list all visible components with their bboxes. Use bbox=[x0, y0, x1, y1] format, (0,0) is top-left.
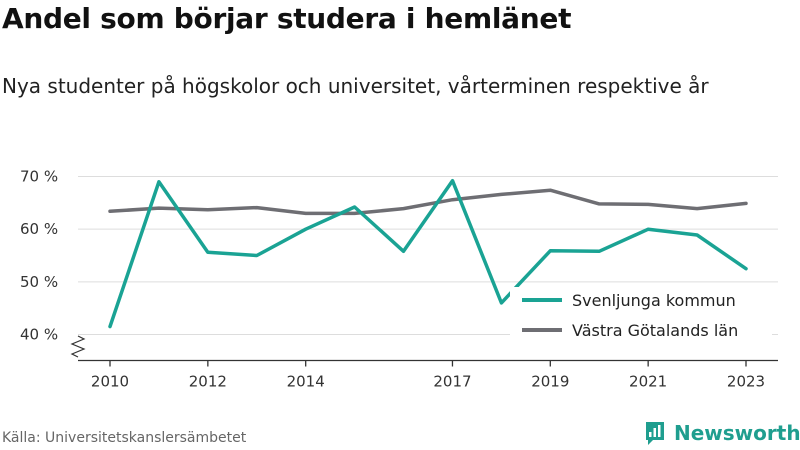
x-tick-label-2023: 2023 bbox=[727, 373, 765, 391]
x-tick-label-2021: 2021 bbox=[629, 373, 667, 391]
series-line-1 bbox=[108, 188, 748, 216]
y-axis-labels: 40 % 50 % 60 % 70 % bbox=[20, 168, 58, 344]
x-tick-label-2014: 2014 bbox=[287, 373, 325, 391]
x-tick-label-2017: 2017 bbox=[433, 373, 471, 391]
x-tick-label-2012: 2012 bbox=[189, 373, 227, 391]
y-tick-label-60: 60 % bbox=[20, 220, 58, 238]
legend-background bbox=[510, 287, 772, 347]
chart-title: Andel som börjar studera i hemlänet bbox=[2, 2, 572, 35]
axis-break-icon bbox=[70, 335, 86, 358]
y-tick-label-70: 70 % bbox=[20, 168, 58, 186]
x-tick-label-2019: 2019 bbox=[531, 373, 569, 391]
series-lines bbox=[108, 178, 748, 329]
y-tick-label-40: 40 % bbox=[20, 326, 58, 344]
brand-name: Newsworthy bbox=[674, 421, 800, 445]
source-note: Källa: Universitetskanslersämbetet bbox=[2, 430, 247, 446]
brand-logo: Newsworthy bbox=[644, 420, 800, 446]
legend-label-1: Västra Götalands län bbox=[572, 321, 738, 340]
legend: Svenljunga kommun Västra Götalands län bbox=[510, 287, 772, 347]
chart-subtitle: Nya studenter på högskolor och universit… bbox=[2, 74, 709, 98]
series-line-0 bbox=[108, 178, 748, 329]
x-tick-label-2010: 2010 bbox=[91, 373, 129, 391]
x-axis: 2010 2012 2014 2017 2019 2021 2023 bbox=[70, 335, 778, 391]
legend-label-0: Svenljunga kommun bbox=[572, 291, 736, 310]
y-tick-label-50: 50 % bbox=[20, 273, 58, 291]
newsworthy-logo-icon bbox=[646, 422, 664, 445]
